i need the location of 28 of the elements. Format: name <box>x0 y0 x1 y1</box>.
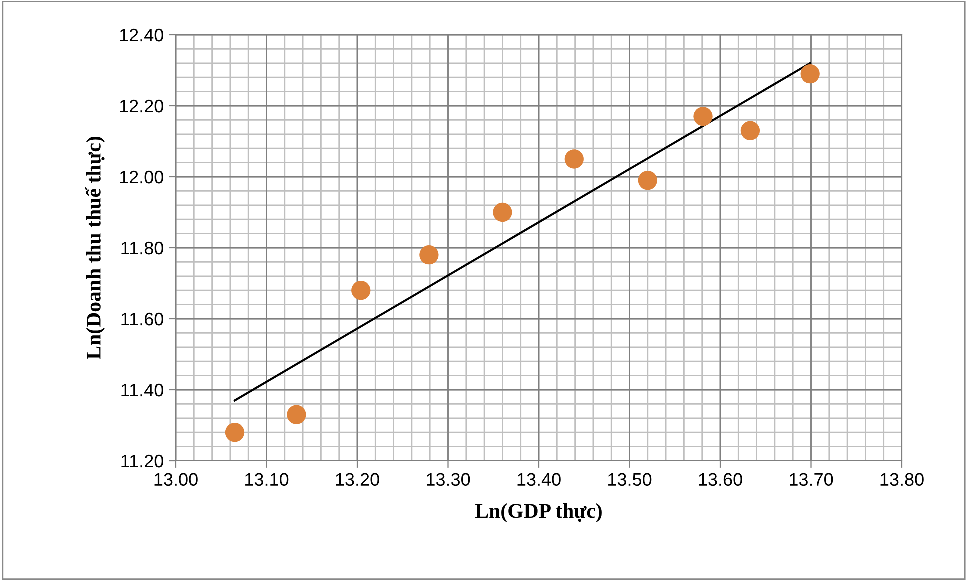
x-tick-label: 13.20 <box>336 473 380 486</box>
y-tick-label: 11.60 <box>122 312 164 326</box>
point <box>800 64 820 84</box>
point <box>420 246 439 265</box>
y-tick-label: 12.40 <box>120 28 164 42</box>
x-tick-label: 13.40 <box>518 473 561 486</box>
x-tick-label: 13.70 <box>790 473 834 486</box>
point <box>352 281 371 300</box>
point <box>740 121 760 140</box>
x-tick-label: 13.50 <box>608 473 652 486</box>
point <box>287 405 306 424</box>
y-tick-label: 11.80 <box>122 242 164 255</box>
x-tick-label: 13.80 <box>880 473 924 486</box>
point <box>564 150 584 169</box>
y-tick-label: 12.20 <box>120 100 164 113</box>
y-tick-label: 11.40 <box>122 384 164 397</box>
x-axis-title: Ln(GDP thực) <box>476 504 602 522</box>
x-tick-label: 13.10 <box>246 473 289 486</box>
y-tick-label: 12.00 <box>120 170 164 184</box>
x-tick-label: 13.60 <box>699 473 742 486</box>
point <box>225 423 245 442</box>
point <box>638 170 658 190</box>
x-tick-label: 13.30 <box>427 473 470 486</box>
y-tick-label: 11.20 <box>122 454 164 468</box>
point <box>694 107 713 126</box>
point <box>493 202 512 222</box>
y-axis-title: Ln(Doanh thu thuế thực) <box>86 137 106 360</box>
x-tick-label: 13.00 <box>154 473 198 486</box>
